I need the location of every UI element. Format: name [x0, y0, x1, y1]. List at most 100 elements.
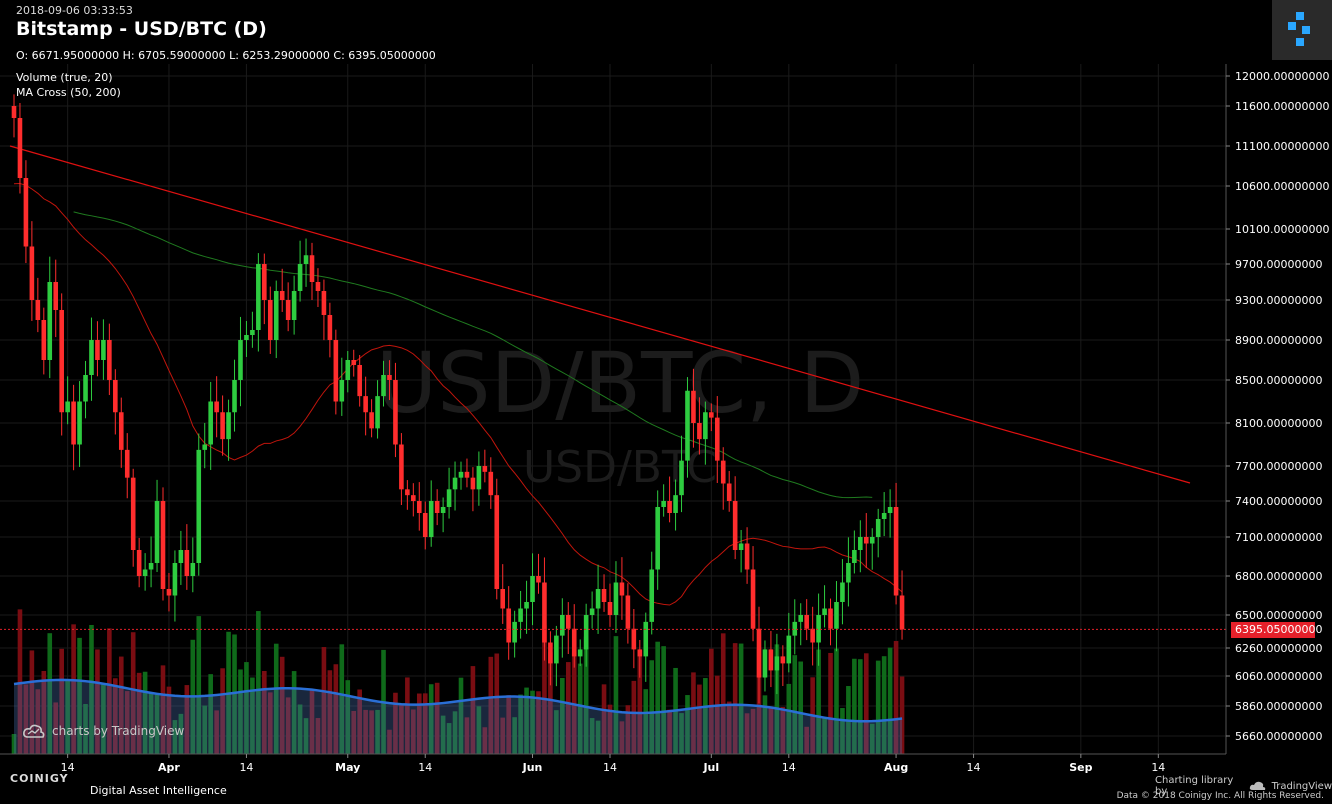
- candle-body: [714, 417, 720, 461]
- candle-body: [720, 460, 726, 484]
- volume-bar: [726, 701, 732, 754]
- volume-bar: [113, 678, 118, 754]
- volume-bar: [196, 616, 202, 754]
- ma200-line: [73, 211, 873, 499]
- candle-body: [357, 365, 362, 397]
- volume-indicator-label[interactable]: Volume (true, 20): [16, 71, 113, 84]
- candle-body: [59, 310, 64, 413]
- volume-bar: [434, 682, 440, 754]
- charting-library-text: Charting library by: [1155, 775, 1234, 797]
- volume-bar: [703, 678, 708, 754]
- volume-bar: [267, 692, 273, 754]
- volume-bar: [351, 710, 357, 754]
- volume-bar: [23, 684, 29, 754]
- volume-bar: [685, 695, 690, 754]
- candle-body: [142, 569, 148, 576]
- candle-body: [238, 340, 243, 380]
- volume-bar: [768, 706, 774, 754]
- coinigy-logo-icon[interactable]: [1272, 0, 1332, 60]
- candle-body: [530, 576, 535, 602]
- volume-bar: [506, 695, 511, 754]
- volume-bar: [315, 718, 321, 754]
- volume-bar: [184, 685, 190, 754]
- volume-bar: [452, 711, 458, 754]
- candle-body: [214, 401, 219, 413]
- x-tick-label: 14: [418, 761, 432, 774]
- volume-bar: [524, 687, 529, 754]
- candle-body: [756, 628, 762, 678]
- volume-bar: [107, 628, 112, 754]
- volume-bar: [440, 715, 446, 754]
- volume-bar: [840, 708, 845, 754]
- candle-body: [649, 569, 655, 622]
- volume-bar: [607, 704, 613, 754]
- x-tick-label: Jun: [522, 761, 543, 774]
- candle-body: [750, 569, 756, 629]
- candle-body: [542, 582, 547, 643]
- x-tick-label: 14: [782, 761, 796, 774]
- volume-bar: [95, 649, 100, 754]
- volume-bar: [124, 691, 130, 754]
- volume-bar: [279, 656, 285, 754]
- candle-body: [786, 635, 792, 664]
- candle-body: [738, 543, 744, 550]
- candle-body: [434, 501, 440, 513]
- y-tick-label: 7400.00000000: [1235, 495, 1322, 508]
- candle-body: [196, 449, 202, 563]
- x-tick-label: 14: [239, 761, 253, 774]
- candle-body: [190, 563, 196, 576]
- volume-bar: [714, 675, 720, 754]
- volume-bar: [220, 668, 225, 754]
- volume-bar: [47, 633, 53, 754]
- candle-body: [208, 401, 213, 445]
- tradingview-badge[interactable]: charts by TradingView: [22, 722, 184, 740]
- x-tick-label: Apr: [158, 761, 180, 774]
- candle-body: [118, 412, 124, 450]
- ohlc-readout: O: 6671.95000000 H: 6705.59000000 L: 625…: [16, 49, 436, 62]
- volume-bar: [470, 666, 476, 754]
- volume-bar: [83, 703, 88, 754]
- y-tick-label: 6800.00000000: [1235, 570, 1322, 583]
- volume-bar: [530, 690, 535, 754]
- charting-library-credit[interactable]: Charting library by TradingView: [1155, 775, 1332, 797]
- candle-body: [554, 635, 559, 664]
- volume-bar: [792, 655, 798, 754]
- y-tick-label: 9700.00000000: [1235, 258, 1322, 271]
- candle-body: [524, 602, 529, 609]
- candle-body: [315, 282, 321, 291]
- candle-body: [470, 477, 476, 490]
- candle-body: [416, 501, 422, 513]
- watermark-small: USD/BTC: [523, 442, 717, 493]
- candle-body: [488, 471, 494, 496]
- candle-body: [220, 412, 225, 440]
- candle-body: [124, 449, 130, 478]
- y-tick-label: 6060.00000000: [1235, 670, 1322, 683]
- volume-bar: [208, 674, 213, 754]
- volume-bar: [464, 717, 470, 754]
- candle-body: [351, 360, 357, 365]
- volume-bar: [595, 720, 601, 754]
- coinigy-brand: COINIGY: [10, 772, 69, 785]
- volume-bar: [494, 653, 500, 754]
- volume-bar: [428, 684, 434, 754]
- candle-body: [113, 380, 118, 413]
- candle-body: [792, 621, 798, 636]
- candle-body: [858, 537, 863, 550]
- volume-bar: [542, 625, 547, 754]
- candle-body: [232, 380, 237, 413]
- volume-bar: [899, 676, 905, 754]
- candle-body: [130, 477, 136, 550]
- volume-bar: [548, 652, 553, 754]
- candle-body: [428, 501, 434, 537]
- candle-body: [822, 608, 827, 615]
- watermark-large: USD/BTC, D: [376, 334, 865, 432]
- volume-ma-line: [13, 678, 903, 723]
- volume-bar: [273, 643, 279, 754]
- candle-body: [619, 582, 625, 596]
- y-tick-label: 11100.00000000: [1235, 140, 1329, 153]
- ma-cross-indicator-label[interactable]: MA Cross (50, 200): [16, 86, 121, 99]
- candle-body: [726, 483, 732, 501]
- volume-bar: [202, 705, 208, 754]
- volume-bar: [518, 694, 523, 754]
